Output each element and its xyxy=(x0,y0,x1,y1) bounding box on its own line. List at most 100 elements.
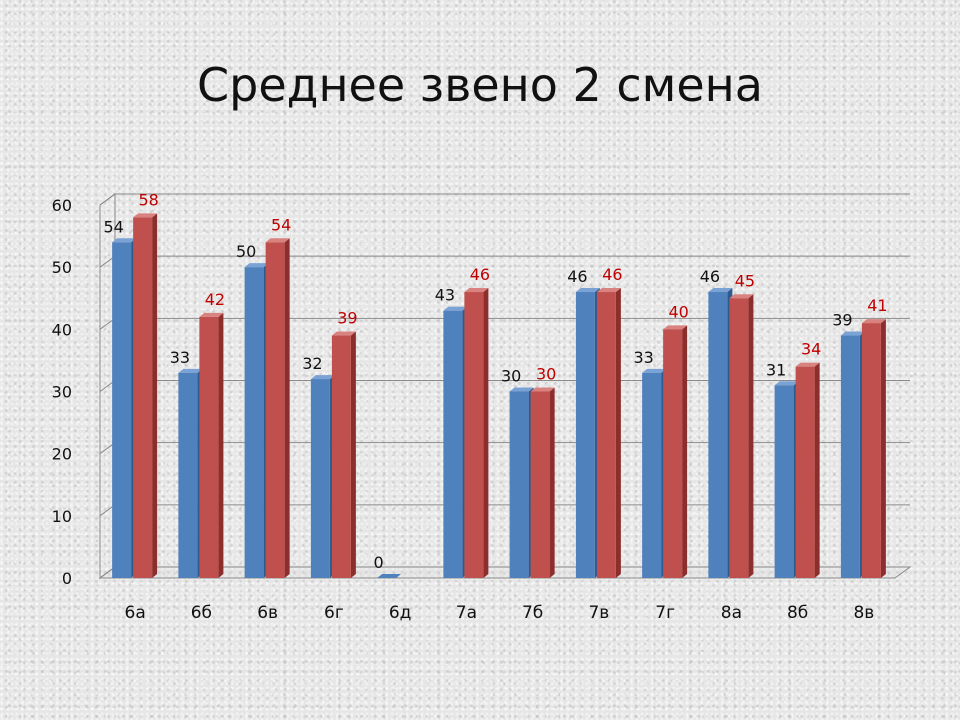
chart-floor xyxy=(98,566,912,579)
bar-series2-top xyxy=(133,213,158,218)
x-tick-label: 6б xyxy=(191,603,212,623)
bar-series2 xyxy=(663,329,683,578)
x-tick-label: 7г xyxy=(655,603,675,623)
x-tick-label: 8б xyxy=(787,603,808,623)
bar-series1 xyxy=(377,574,402,578)
bar-series1 xyxy=(840,335,860,578)
x-tick-label: 7в xyxy=(588,603,609,623)
y-tick-label: 30 xyxy=(52,383,72,402)
bar-series1-top xyxy=(244,263,269,268)
data-label-series2: 45 xyxy=(735,271,755,290)
bar-series2-side xyxy=(483,288,489,578)
data-label-series1: 50 xyxy=(236,242,256,261)
data-label-series1: 33 xyxy=(633,348,653,367)
gridline xyxy=(99,193,910,206)
bar-series1 xyxy=(443,310,463,578)
y-tick-label: 20 xyxy=(52,445,72,464)
x-tick-label: 6в xyxy=(257,603,278,623)
y-tick-label: 0 xyxy=(62,569,72,588)
data-label-series2: 54 xyxy=(271,215,291,234)
bar-series2 xyxy=(596,292,616,578)
bar-series1-top xyxy=(774,381,799,386)
bar-series2 xyxy=(861,323,881,578)
bar-series1 xyxy=(774,385,794,578)
bar-series2-top xyxy=(464,288,489,293)
bar-series2-side xyxy=(682,325,688,578)
slide-title: Среднее звено 2 смена xyxy=(197,58,763,112)
data-label-series1: 46 xyxy=(700,267,720,286)
bar-series1 xyxy=(575,292,595,578)
bar-series1 xyxy=(112,242,132,579)
bar-series2-side xyxy=(284,238,290,579)
bar-series1-top xyxy=(509,387,534,392)
bar-series1-top xyxy=(840,331,865,336)
bar-series1-top xyxy=(575,288,600,293)
bar-series2 xyxy=(729,298,749,578)
bar-series2-top xyxy=(265,238,290,243)
bar-series1-top xyxy=(642,368,667,373)
bar-series2-top xyxy=(331,331,356,336)
bar-series2-side xyxy=(218,312,224,578)
data-label-series1: 33 xyxy=(170,348,190,367)
bar-series1 xyxy=(310,379,330,578)
data-label-series1: 0 xyxy=(374,553,384,572)
x-tick-label: 6а xyxy=(125,603,146,623)
bar-series1-top xyxy=(443,306,468,311)
data-label-series1: 39 xyxy=(832,311,852,330)
bar-series2 xyxy=(795,366,815,578)
bar-series2-side xyxy=(152,213,158,578)
gridline xyxy=(99,255,910,268)
y-tick-label: 10 xyxy=(52,507,72,526)
bar-series2-top xyxy=(729,294,754,299)
data-label-series1: 46 xyxy=(567,267,587,286)
bar-series2-side xyxy=(814,362,820,578)
bar-series2-top xyxy=(663,325,688,330)
bar-series1-top xyxy=(708,288,733,293)
x-tick-label: 6г xyxy=(324,603,344,623)
y-tick-label: 50 xyxy=(52,258,72,277)
bar-series2-top xyxy=(199,312,224,317)
bar-series2-side xyxy=(549,387,555,578)
x-tick-label: 7а xyxy=(456,603,477,623)
data-label-series2: 41 xyxy=(867,296,887,315)
bar-series1 xyxy=(178,372,198,578)
y-tick-label: 60 xyxy=(52,196,72,215)
bar-series2 xyxy=(133,217,153,578)
bar-series2-side xyxy=(748,294,754,578)
bar-series1-top xyxy=(112,238,137,243)
data-label-series1: 30 xyxy=(501,367,521,386)
bar-series2-side xyxy=(880,319,886,578)
y-tick-label: 40 xyxy=(52,320,72,339)
bar-series1 xyxy=(244,267,264,578)
data-label-series2: 30 xyxy=(536,365,556,384)
bar-series2-top xyxy=(861,319,886,324)
data-label-series2: 39 xyxy=(337,309,357,328)
bar-series2-top xyxy=(795,362,820,367)
data-label-series1: 31 xyxy=(766,360,786,379)
bar-series1 xyxy=(509,391,529,578)
data-label-series2: 34 xyxy=(801,340,821,359)
x-tick-label: 7б xyxy=(522,603,543,623)
data-label-series2: 58 xyxy=(138,190,158,209)
bar-series2-side xyxy=(350,331,356,578)
bar-series2 xyxy=(265,242,285,579)
bar-series1 xyxy=(708,292,728,578)
bar-series2-top xyxy=(530,387,555,392)
data-label-series1: 43 xyxy=(435,286,455,305)
bar-series1-top xyxy=(310,375,335,380)
bar-series2 xyxy=(464,292,484,578)
x-tick-label: 6д xyxy=(389,603,412,623)
x-tick-label: 8в xyxy=(853,603,874,623)
data-label-series2: 42 xyxy=(205,290,225,309)
data-label-series2: 46 xyxy=(602,265,622,284)
data-label-series1: 54 xyxy=(103,217,123,236)
bar-series2-side xyxy=(615,288,621,578)
bar-series2-top xyxy=(596,288,621,293)
bar-series2 xyxy=(331,335,351,578)
data-label-series2: 46 xyxy=(470,265,490,284)
bar-series2 xyxy=(530,391,550,578)
x-tick-label: 8а xyxy=(721,603,742,623)
data-label-series2: 40 xyxy=(668,302,688,321)
